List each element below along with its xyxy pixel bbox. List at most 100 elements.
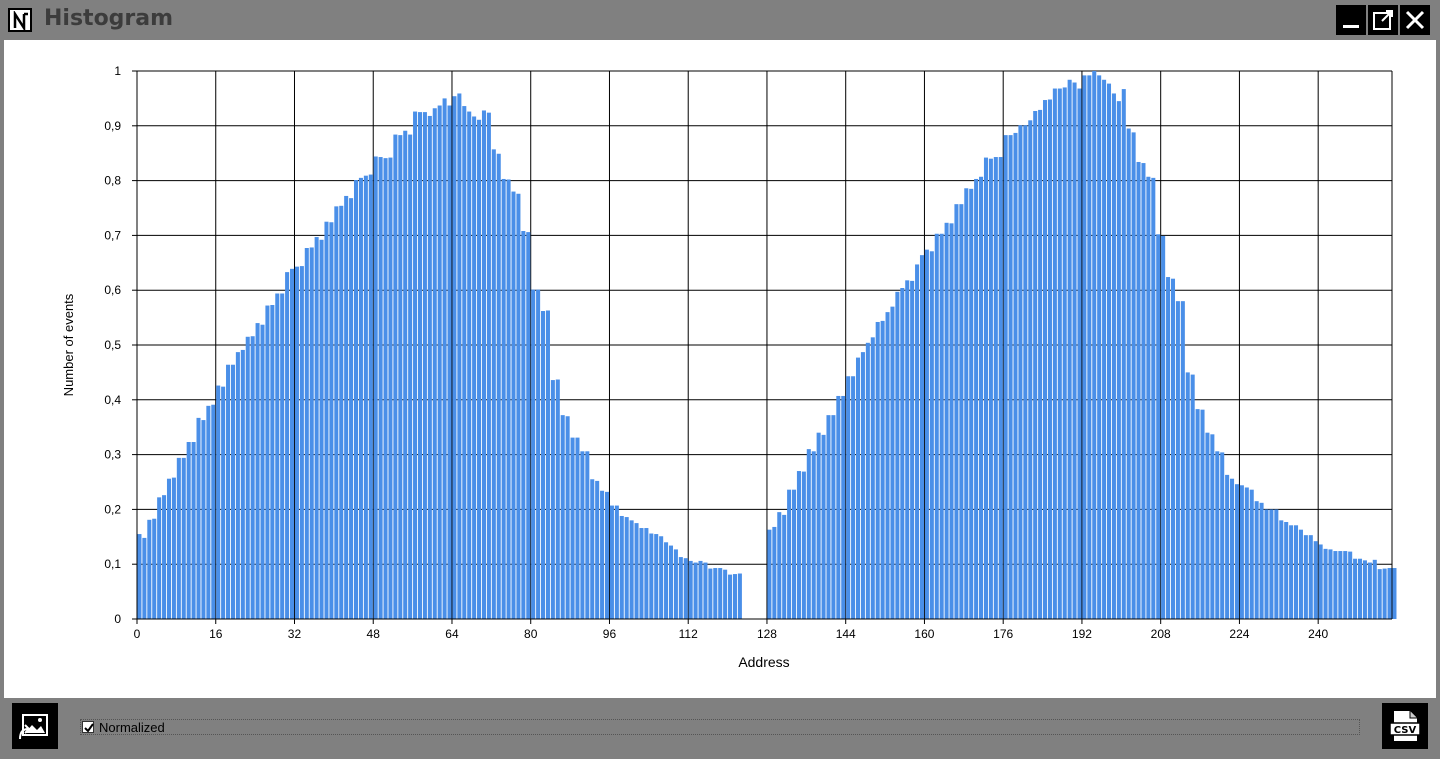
histogram-bar — [1234, 484, 1239, 619]
histogram-bar — [1136, 161, 1141, 619]
histogram-bar — [447, 105, 452, 619]
histogram-bar — [969, 188, 974, 619]
histogram-bar — [358, 177, 363, 620]
csv-export-icon: CSV — [1389, 711, 1421, 741]
histogram-bar — [728, 574, 733, 619]
histogram-bar — [1294, 525, 1299, 619]
histogram-bar — [1057, 88, 1062, 620]
histogram-bar — [1357, 558, 1363, 619]
x-tick-label: 176 — [993, 627, 1013, 641]
histogram-bar — [1190, 374, 1195, 619]
histogram-bar — [806, 449, 811, 619]
histogram-bar — [550, 380, 555, 619]
histogram-bar — [1215, 451, 1220, 619]
histogram-bar — [634, 523, 639, 619]
histogram-bar — [1102, 79, 1107, 619]
histogram-bar — [353, 180, 359, 620]
bottom-toolbar: Normalized CSV — [0, 698, 1440, 759]
histogram-bar — [432, 108, 437, 619]
histogram-bar — [304, 248, 309, 619]
y-tick-label: 1 — [114, 64, 121, 78]
histogram-bar — [309, 247, 314, 619]
histogram-bar — [841, 395, 846, 619]
x-tick-label: 96 — [603, 627, 617, 641]
histogram-bar — [230, 364, 235, 619]
x-tick-label: 64 — [445, 627, 459, 641]
window-title: Histogram — [44, 6, 174, 31]
histogram-bar — [624, 517, 629, 619]
histogram-bar — [462, 106, 467, 619]
histogram-bar — [516, 193, 521, 619]
histogram-bar — [604, 491, 610, 619]
histogram-bar — [339, 205, 344, 619]
chart-axes — [132, 70, 1392, 624]
histogram-bar — [1092, 71, 1097, 619]
popout-button[interactable] — [1368, 5, 1398, 35]
close-button[interactable] — [1400, 5, 1430, 35]
histogram-bar — [649, 533, 654, 619]
histogram-bar — [792, 489, 797, 619]
x-tick-label: 224 — [1229, 627, 1249, 641]
histogram-bar — [1195, 409, 1200, 619]
y-tick-label: 0,3 — [104, 448, 121, 462]
histogram-bar — [1289, 525, 1294, 619]
histogram-bar — [1249, 489, 1254, 619]
histogram-bar — [378, 157, 383, 619]
histogram-bar — [895, 291, 900, 619]
histogram-bar — [796, 471, 801, 619]
histogram-bar — [915, 264, 920, 619]
histogram-bar — [959, 204, 964, 619]
histogram-bar — [1033, 111, 1038, 619]
histogram-bar — [1303, 535, 1308, 619]
histogram-bar — [954, 204, 959, 619]
x-axis-label: Address — [738, 654, 789, 670]
histogram-bar — [595, 480, 600, 619]
histogram-bar — [1062, 87, 1067, 619]
histogram-bar — [673, 549, 678, 619]
histogram-bar — [294, 266, 299, 619]
histogram-bar — [929, 251, 934, 620]
histogram-bar — [1279, 520, 1284, 619]
image-export-icon — [19, 714, 48, 740]
histogram-bar — [157, 497, 162, 619]
histogram-bar — [1175, 301, 1180, 619]
histogram-bar — [181, 457, 186, 619]
histogram-bar — [668, 545, 674, 619]
minimize-button[interactable] — [1336, 5, 1366, 35]
histogram-bar — [860, 352, 865, 619]
histogram-bar — [693, 562, 698, 619]
histogram-bar — [1264, 509, 1269, 619]
y-tick-label: 0,8 — [104, 174, 121, 188]
histogram-bar — [639, 528, 644, 619]
histogram-bar — [851, 376, 856, 619]
histogram-bar — [344, 195, 349, 619]
histogram-bar — [1018, 125, 1023, 619]
histogram-bar — [585, 451, 590, 619]
normalized-checkbox[interactable] — [82, 721, 94, 733]
histogram-bar — [496, 153, 501, 619]
histogram-bar — [363, 175, 368, 620]
export-csv-button[interactable]: CSV — [1382, 703, 1428, 749]
histogram-bar — [1244, 487, 1249, 619]
histogram-bar — [393, 134, 398, 619]
histogram-bar — [890, 306, 895, 619]
histogram-bar — [1269, 509, 1274, 619]
normalized-checkbox-row[interactable]: Normalized — [80, 719, 1360, 735]
save-image-button[interactable] — [12, 703, 58, 749]
histogram-bar — [1008, 135, 1013, 619]
histogram-bar — [1151, 177, 1156, 620]
histogram-bar — [255, 323, 260, 619]
histogram-bar — [570, 437, 575, 619]
histogram-bar — [723, 569, 728, 619]
histogram-bar — [221, 386, 226, 619]
histogram-bar — [417, 112, 423, 619]
histogram-bar — [285, 272, 290, 619]
histogram-bar — [1230, 478, 1235, 619]
histogram-bar — [383, 158, 388, 619]
histogram-bar — [1225, 474, 1230, 619]
histogram-bar — [142, 537, 147, 619]
histogram-bar — [1013, 132, 1018, 620]
histogram-bar — [880, 320, 885, 619]
minimize-icon — [1343, 25, 1359, 28]
histogram-bar — [580, 451, 585, 619]
